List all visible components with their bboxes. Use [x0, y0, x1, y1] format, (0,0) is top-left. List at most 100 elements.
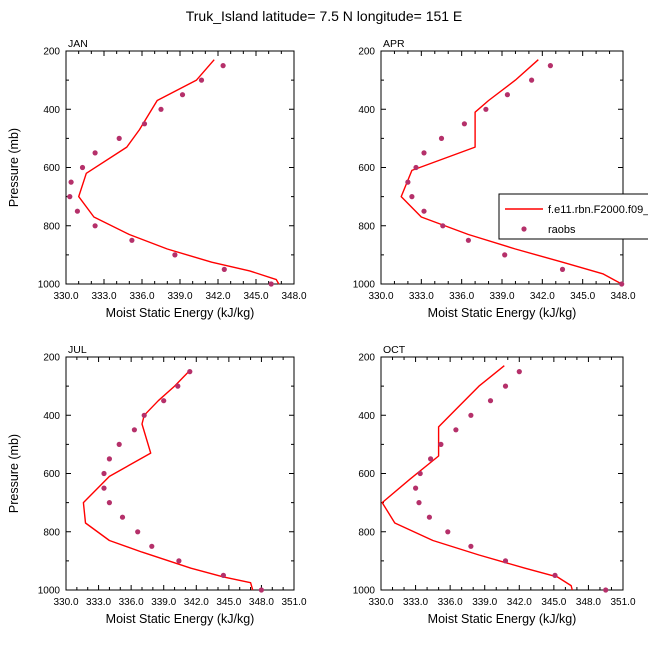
raobs-point [141, 412, 147, 418]
raobs-point [445, 529, 451, 535]
legend-model-label: f.e11.rbn.F2000.f09_ [548, 204, 648, 216]
raobs-point [129, 237, 135, 243]
x-tick-label: 336.0 [119, 597, 144, 608]
y-tick-label: 800 [43, 221, 60, 232]
raobs-point [502, 252, 508, 258]
raobs-point [106, 500, 112, 506]
raobs-point [416, 500, 422, 506]
x-tick-label: 345.0 [243, 291, 268, 302]
raobs-point [141, 121, 148, 127]
model-profile-line [381, 365, 573, 591]
x-tick-label: 348.0 [281, 291, 306, 302]
raobs-point [413, 164, 419, 171]
raobs-point [421, 150, 427, 156]
x-axis-label: Moist Static Energy (kJ/kg) [106, 612, 255, 626]
x-tick-label: 339.0 [151, 597, 176, 608]
raobs-point [502, 383, 509, 389]
raobs-point [119, 514, 126, 520]
raobs-point [502, 558, 509, 564]
panel-label-jul: JUL [68, 344, 87, 356]
raobs-point [67, 194, 73, 200]
x-tick-label: 345.0 [541, 597, 566, 608]
raobs-point [221, 266, 227, 272]
raobs-point [417, 470, 423, 477]
raobs-point [187, 369, 193, 375]
raobs-point [428, 456, 434, 462]
raobs-point [559, 266, 566, 272]
raobs-point [453, 427, 459, 433]
raobs-point [547, 63, 554, 69]
x-tick-label: 348.0 [610, 291, 635, 302]
x-tick-label: 339.0 [167, 291, 192, 302]
y-tick-label: 600 [43, 163, 60, 174]
raobs-point [504, 92, 510, 98]
raobs-point [176, 558, 182, 564]
x-tick-label: 336.0 [449, 291, 474, 302]
raobs-point [440, 223, 446, 229]
raobs-point [426, 514, 432, 520]
raobs-point [106, 456, 112, 462]
raobs-point [413, 485, 419, 491]
panel-apr: 330.0 333.0 336.0 339.0 342.0 345.0 348.0 200 40… [353, 38, 636, 320]
legend: f.e11.rbn.F2000.f09_ raobs [498, 193, 648, 240]
model-profile-line [77, 59, 280, 285]
raobs-point [258, 587, 264, 593]
x-tick-label: 351.0 [610, 597, 635, 608]
y-tick-label: 1000 [38, 586, 61, 597]
raobs-point [68, 179, 74, 185]
y-tick-label: 400 [43, 105, 60, 116]
x-tick-label: 342.0 [530, 291, 555, 302]
x-tick-label: 330.0 [53, 597, 78, 608]
raobs-point [101, 485, 107, 491]
x-tick-label: 330.0 [53, 291, 78, 302]
y-tick-label: 1000 [38, 280, 61, 291]
panel-label-oct: OCT [383, 344, 406, 356]
x-tick-label: 330.0 [368, 291, 393, 302]
x-axis-label: Moist Static Energy (kJ/kg) [106, 306, 255, 320]
raobs-point [438, 441, 444, 447]
x-tick-label: 333.0 [409, 291, 434, 302]
raobs-point [438, 135, 445, 141]
raobs-point [487, 398, 494, 404]
y-tick-label: 800 [43, 527, 60, 538]
raobs-point [116, 441, 122, 447]
x-tick-label: 345.0 [216, 597, 241, 608]
raobs-point [198, 77, 205, 83]
x-tick-label: 348.0 [249, 597, 274, 608]
raobs-point [468, 543, 474, 549]
y-tick-label: 1000 [353, 586, 376, 597]
panel-jan: 330.0 333.0 336.0 339.0 342.0 345.0 348.0 200 40… [7, 38, 307, 320]
figure-title: Truk_Island latitude= 7.5 N longitude= 1… [186, 8, 463, 24]
x-tick-label: 339.0 [472, 597, 497, 608]
panels: 330.0 333.0 336.0 339.0 342.0 345.0 348.0 200 40… [7, 38, 636, 626]
raobs-point [619, 281, 625, 287]
x-tick-label: 333.0 [91, 291, 116, 302]
raobs-point [179, 92, 186, 98]
y-axis-label: Pressure (mb) [7, 434, 21, 513]
raobs-point [516, 369, 522, 375]
panel-label-jan: JAN [68, 38, 88, 50]
raobs-point [101, 470, 107, 477]
raobs-point [421, 208, 427, 214]
raobs-point [158, 106, 164, 112]
y-tick-label: 600 [358, 163, 375, 174]
x-tick-label: 351.0 [281, 597, 306, 608]
panel-jul: 330.0 333.0 336.0 339.0 342.0 345.0 348.0 351.0… [7, 344, 307, 626]
raobs-point [461, 121, 467, 127]
y-tick-label: 1000 [353, 280, 376, 291]
y-tick-label: 800 [358, 527, 375, 538]
x-tick-label: 342.0 [507, 597, 532, 608]
raobs-point [405, 179, 411, 185]
y-tick-label: 200 [43, 47, 60, 58]
raobs-point [92, 223, 98, 229]
raobs-point [172, 252, 178, 258]
legend-obs-marker [521, 226, 527, 232]
raobs-point [116, 135, 122, 141]
plot-frame-jul [65, 356, 295, 591]
x-axis-label: Moist Static Energy (kJ/kg) [428, 612, 577, 626]
y-tick-label: 600 [358, 469, 375, 480]
panel-label-apr: APR [383, 38, 405, 50]
y-axis-label: Pressure (mb) [7, 128, 21, 207]
y-tick-label: 400 [358, 105, 375, 116]
